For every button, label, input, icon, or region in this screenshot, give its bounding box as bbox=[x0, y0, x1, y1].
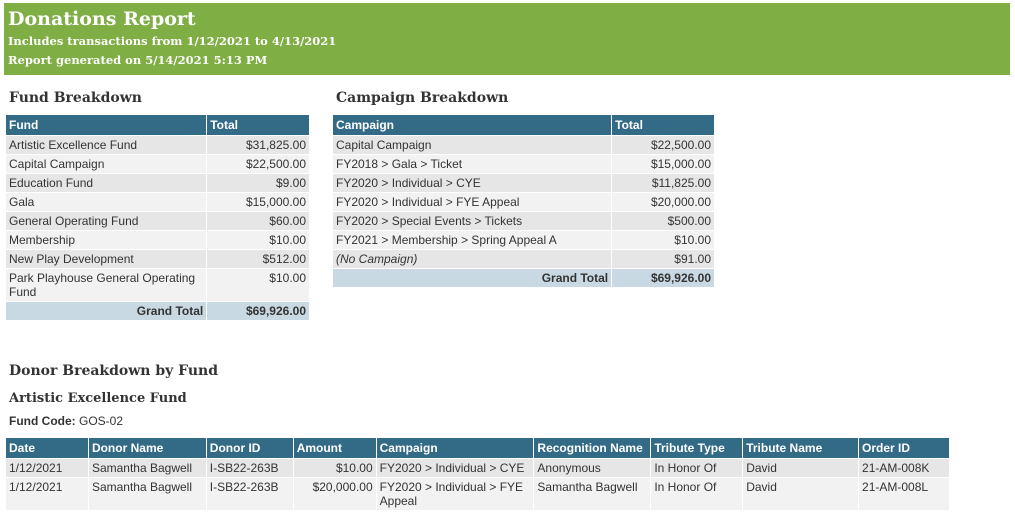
campaign-total: $500.00 bbox=[611, 211, 715, 231]
donor-breakdown-table: Date Donor Name Donor ID Amount Campaign… bbox=[5, 437, 950, 511]
column-header-tribute-type: Tribute Type bbox=[650, 437, 744, 459]
cell-tribute-name: David bbox=[742, 477, 860, 511]
table-row: 1/12/2021 Samantha Bagwell I-SB22-263B $… bbox=[5, 477, 950, 511]
fund-total: $31,825.00 bbox=[206, 135, 310, 155]
table-row: Capital Campaign $22,500.00 bbox=[4, 154, 310, 174]
fund-code-label: Fund Code: bbox=[9, 414, 76, 428]
table-row: 1/12/2021 Samantha Bagwell I-SB22-263B $… bbox=[5, 458, 950, 478]
table-row: Education Fund $9.00 bbox=[4, 173, 310, 193]
campaign-total: $10.00 bbox=[611, 230, 715, 250]
fund-name: Membership bbox=[4, 230, 208, 250]
fund-breakdown-table: Fund Total Artistic Excellence Fund $31,8… bbox=[4, 114, 310, 321]
campaign-name: FY2020 > Individual > CYE bbox=[331, 173, 613, 193]
grand-total-label: Grand Total bbox=[4, 301, 208, 321]
column-header-date: Date bbox=[5, 437, 89, 459]
donor-breakdown-heading: Donor Breakdown by Fund bbox=[9, 363, 219, 379]
fund-name: General Operating Fund bbox=[4, 211, 208, 231]
table-row: Capital Campaign $22,500.00 bbox=[331, 135, 715, 155]
campaign-name: FY2021 > Membership > Spring Appeal A bbox=[331, 230, 613, 250]
column-header-campaign: Campaign bbox=[331, 114, 613, 136]
campaign-total: $22,500.00 bbox=[611, 135, 715, 155]
campaign-name: Capital Campaign bbox=[331, 135, 613, 155]
fund-total: $9.00 bbox=[206, 173, 310, 193]
column-header-tribute-name: Tribute Name bbox=[742, 437, 860, 459]
table-row: FY2020 > Special Events > Tickets $500.00 bbox=[331, 211, 715, 231]
cell-donor-id: I-SB22-263B bbox=[205, 458, 294, 478]
cell-donor-name: Samantha Bagwell bbox=[87, 458, 207, 478]
cell-donor-name: Samantha Bagwell bbox=[87, 477, 207, 511]
fund-code-value: GOS-02 bbox=[79, 414, 124, 428]
cell-tribute-name: David bbox=[742, 458, 860, 478]
report-generated: Report generated on 5/14/2021 5:13 PM bbox=[8, 53, 268, 67]
table-row: Artistic Excellence Fund $31,825.00 bbox=[4, 135, 310, 155]
cell-campaign: FY2020 > Individual > CYE bbox=[375, 458, 535, 478]
report-banner: Donations Report Includes transactions f… bbox=[4, 3, 1010, 75]
cell-recognition-name: Samantha Bagwell bbox=[533, 477, 652, 511]
cell-order-id: 21-AM-008L bbox=[858, 477, 950, 511]
grand-total-label: Grand Total bbox=[331, 268, 613, 288]
column-header-fund: Fund bbox=[4, 114, 208, 136]
fund-name: Capital Campaign bbox=[4, 154, 208, 174]
fund-name: Education Fund bbox=[4, 173, 208, 193]
campaign-breakdown-table: Campaign Total Capital Campaign $22,500.0… bbox=[331, 114, 715, 288]
column-header-donor-id: Donor ID bbox=[205, 437, 294, 459]
report-title: Donations Report bbox=[8, 8, 196, 30]
fund-total: $10.00 bbox=[206, 230, 310, 250]
fund-subheading: Artistic Excellence Fund bbox=[9, 391, 187, 406]
campaign-total: $15,000.00 bbox=[611, 154, 715, 174]
fund-name: Park Playhouse General Operating Fund bbox=[4, 268, 208, 302]
fund-total: $512.00 bbox=[206, 249, 310, 269]
table-row: Park Playhouse General Operating Fund $10… bbox=[4, 268, 310, 302]
fund-code: Fund Code: GOS-02 bbox=[9, 414, 123, 428]
column-header-campaign: Campaign bbox=[375, 437, 535, 459]
table-row: FY2020 > Individual > FYE Appeal $20,000.… bbox=[331, 192, 715, 212]
campaign-total: $91.00 bbox=[611, 249, 715, 269]
fund-name: Gala bbox=[4, 192, 208, 212]
campaign-name: FY2020 > Special Events > Tickets bbox=[331, 211, 613, 231]
cell-tribute-type: In Honor Of bbox=[650, 477, 744, 511]
campaign-total: $11,825.00 bbox=[611, 173, 715, 193]
table-row: FY2021 > Membership > Spring Appeal A $10… bbox=[331, 230, 715, 250]
table-row: General Operating Fund $60.00 bbox=[4, 211, 310, 231]
table-row: Membership $10.00 bbox=[4, 230, 310, 250]
table-row: (No Campaign) $91.00 bbox=[331, 249, 715, 269]
grand-total-value: $69,926.00 bbox=[611, 268, 715, 288]
fund-total: $15,000.00 bbox=[206, 192, 310, 212]
fund-breakdown-heading: Fund Breakdown bbox=[9, 90, 142, 106]
fund-name: Artistic Excellence Fund bbox=[4, 135, 208, 155]
cell-recognition-name: Anonymous bbox=[533, 458, 652, 478]
fund-total: $10.00 bbox=[206, 268, 310, 302]
table-row: FY2018 > Gala > Ticket $15,000.00 bbox=[331, 154, 715, 174]
cell-amount: $10.00 bbox=[292, 458, 377, 478]
cell-tribute-type: In Honor Of bbox=[650, 458, 744, 478]
grand-total-row: Grand Total $69,926.00 bbox=[4, 301, 310, 321]
table-row: Gala $15,000.00 bbox=[4, 192, 310, 212]
cell-date: 1/12/2021 bbox=[5, 477, 89, 511]
fund-total: $60.00 bbox=[206, 211, 310, 231]
cell-campaign: FY2020 > Individual > FYE Appeal bbox=[375, 477, 535, 511]
table-row: FY2020 > Individual > CYE $11,825.00 bbox=[331, 173, 715, 193]
campaign-name: (No Campaign) bbox=[331, 249, 613, 269]
column-header-recognition-name: Recognition Name bbox=[533, 437, 652, 459]
cell-amount: $20,000.00 bbox=[292, 477, 377, 511]
fund-total: $22,500.00 bbox=[206, 154, 310, 174]
cell-donor-id: I-SB22-263B bbox=[205, 477, 294, 511]
campaign-name: FY2020 > Individual > FYE Appeal bbox=[331, 192, 613, 212]
grand-total-value: $69,926.00 bbox=[206, 301, 310, 321]
column-header-total: Total bbox=[206, 114, 310, 136]
campaign-name: FY2018 > Gala > Ticket bbox=[331, 154, 613, 174]
fund-name: New Play Development bbox=[4, 249, 208, 269]
table-row: New Play Development $512.00 bbox=[4, 249, 310, 269]
report-date-range: Includes transactions from 1/12/2021 to … bbox=[8, 34, 337, 48]
campaign-breakdown-heading: Campaign Breakdown bbox=[336, 90, 509, 106]
grand-total-row: Grand Total $69,926.00 bbox=[331, 268, 715, 288]
campaign-total: $20,000.00 bbox=[611, 192, 715, 212]
column-header-donor-name: Donor Name bbox=[87, 437, 207, 459]
column-header-total: Total bbox=[611, 114, 715, 136]
column-header-order-id: Order ID bbox=[858, 437, 950, 459]
cell-order-id: 21-AM-008K bbox=[858, 458, 950, 478]
column-header-amount: Amount bbox=[292, 437, 377, 459]
cell-date: 1/12/2021 bbox=[5, 458, 89, 478]
